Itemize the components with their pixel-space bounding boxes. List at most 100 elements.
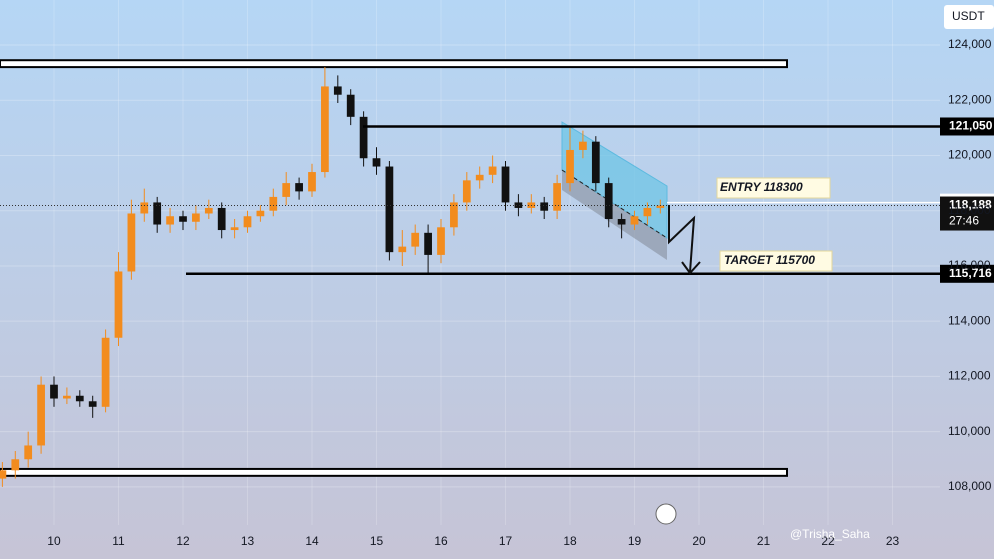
candle-body — [488, 166, 497, 175]
candle-body — [540, 202, 549, 211]
x-tick-label: 14 — [305, 534, 319, 548]
candle-body — [0, 470, 7, 479]
x-tick-label: 19 — [628, 534, 642, 548]
x-tick-label: 16 — [434, 534, 448, 548]
candle-body — [579, 141, 587, 150]
x-tick-label: 18 — [563, 534, 577, 548]
y-tick-label: 124,000 — [948, 37, 992, 51]
candle-body — [359, 116, 368, 159]
candle-body — [127, 213, 136, 272]
candle-body — [153, 202, 162, 225]
candle-body — [269, 196, 278, 211]
candle-body — [630, 216, 639, 225]
x-tick-label: 22 — [821, 534, 835, 548]
entry-label: ENTRY 118300 — [720, 180, 803, 194]
candle-body — [424, 232, 432, 255]
x-tick-label: 10 — [47, 534, 61, 548]
candle-body — [437, 227, 445, 255]
channel-upper — [561, 121, 668, 239]
candle-body — [11, 459, 20, 471]
candle-body — [643, 207, 652, 217]
level-label: 115,716 — [949, 266, 992, 280]
x-tick-label: 11 — [112, 534, 125, 548]
countdown: 27:46 — [949, 214, 979, 228]
replay-icon[interactable] — [655, 503, 677, 525]
x-tick-label: 12 — [176, 534, 190, 548]
zone — [0, 467, 788, 477]
x-tick-label: 23 — [886, 534, 900, 548]
candle-body — [475, 174, 484, 181]
level-label: 121,050 — [949, 119, 993, 133]
candle-body — [101, 337, 110, 407]
candle-body — [166, 216, 174, 225]
y-tick-label: 108,000 — [948, 479, 992, 493]
candle-body — [140, 202, 149, 214]
currency: USDT — [952, 9, 985, 23]
candle-body — [656, 205, 665, 208]
last-price-label: 118,188 — [949, 198, 992, 212]
zone — [0, 59, 788, 69]
candle-body — [372, 158, 381, 167]
candle-body — [566, 149, 574, 184]
candle-body — [617, 219, 626, 225]
candle-body — [501, 166, 510, 203]
x-tick-label: 15 — [370, 534, 384, 548]
candle-body — [243, 216, 252, 228]
level-tag — [940, 264, 994, 283]
entry-box — [716, 177, 831, 199]
candle-body — [308, 172, 316, 192]
level-tag — [940, 117, 994, 136]
candle-body — [346, 94, 355, 117]
y-tick-label: 110,000 — [948, 424, 991, 438]
x-tick-label: 13 — [241, 534, 255, 548]
x-tick-label: 20 — [692, 534, 706, 548]
x-tick-label: 17 — [499, 534, 513, 548]
candle-body — [514, 202, 523, 208]
channel-lower — [562, 170, 667, 260]
candle-body — [295, 183, 303, 192]
candle-body — [398, 246, 407, 253]
target-box — [719, 250, 833, 272]
candle-body — [591, 141, 600, 184]
candle-body — [204, 207, 213, 214]
arrow-head — [681, 261, 701, 275]
candle-body — [462, 180, 471, 203]
candle-body — [230, 227, 239, 231]
arrow — [668, 205, 696, 273]
candle-body — [553, 183, 561, 211]
x-tick-label: 21 — [757, 534, 771, 548]
currency-box — [944, 5, 994, 29]
candle-body — [282, 183, 291, 197]
candle-body — [321, 86, 329, 173]
candle-body — [24, 445, 33, 460]
candle-body — [114, 271, 123, 338]
target-label: TARGET 115700 — [724, 253, 815, 267]
candle-body — [385, 166, 394, 253]
candle-body — [75, 395, 84, 402]
candle-body — [179, 216, 187, 222]
candle-body — [37, 384, 45, 446]
y-tick-label: 122,000 — [948, 92, 992, 106]
candle-body — [63, 395, 71, 399]
y-tick-label: 116,000 — [948, 258, 991, 272]
candle-body — [256, 210, 265, 217]
candle-body — [88, 401, 97, 407]
y-tick-label: 114,000 — [948, 313, 991, 327]
y-tick-label: 118,000 — [948, 203, 991, 217]
candle-body — [50, 384, 58, 399]
candle-body — [192, 213, 200, 222]
zones — [0, 59, 788, 477]
watermark: @Trisha_Saha — [790, 527, 870, 541]
axes: 108,000 110,000 112,000 114,000 116,000 118,0… — [47, 37, 991, 548]
candle-body — [217, 207, 226, 231]
last-price-tag — [940, 196, 994, 231]
candle-body — [411, 232, 420, 247]
candle-body — [333, 86, 342, 95]
y-tick-label: 120,000 — [948, 148, 992, 162]
candle-body — [450, 202, 458, 228]
y-tick-label: 112,000 — [948, 369, 991, 383]
candle-body — [604, 183, 613, 220]
